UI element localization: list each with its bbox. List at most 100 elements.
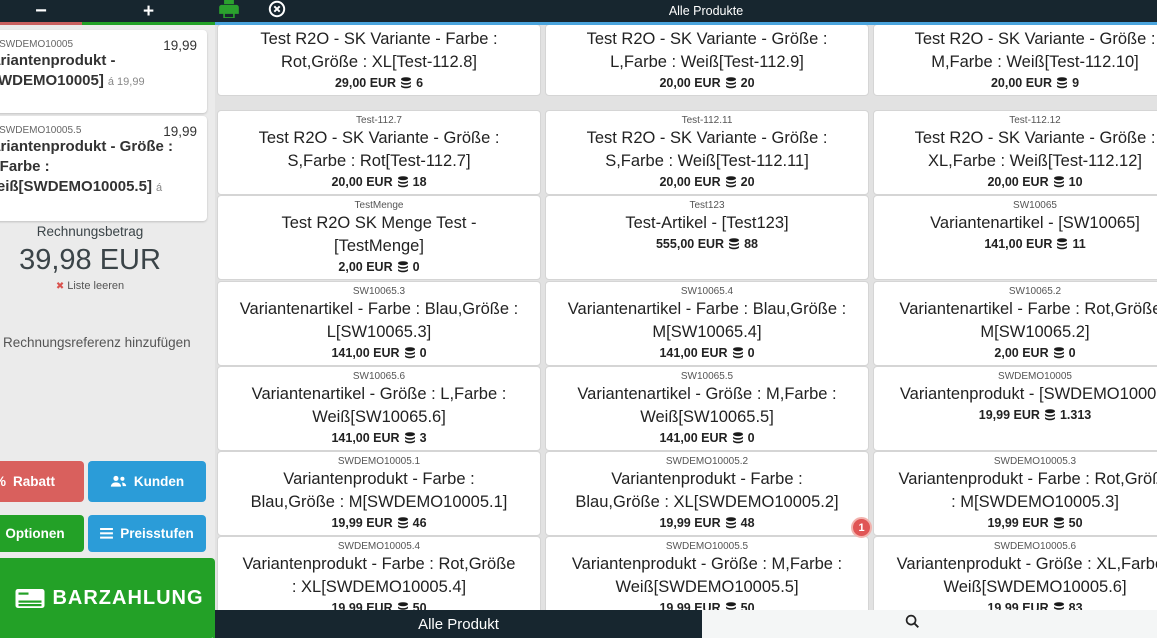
search-tab[interactable] [702, 610, 1157, 638]
product-code: SW10065.6 [352, 371, 406, 382]
product-code: SW10065.5 [680, 371, 734, 382]
stock-icon [1053, 175, 1065, 189]
product-title: Variantenartikel - Farbe : Rot,Größe : [899, 300, 1157, 318]
product-tile[interactable]: SWDEMO10005.2 Variantenprodukt - Farbe :… [545, 451, 869, 536]
product-tile[interactable]: Test R2O - SK Variante - Größe : L,Farbe… [545, 25, 869, 96]
strip-blue [215, 22, 1157, 25]
product-tile[interactable]: SW10065.5 Variantenartikel - Größe : M,F… [545, 366, 869, 451]
product-title: Test R2O SK Menge Test - [281, 214, 477, 232]
cart-item-price: 19,99 [163, 124, 197, 139]
product-price-stock: 19,99 EUR 48 [659, 516, 755, 530]
stock-icon [1056, 237, 1068, 251]
product-code: Test-112.11 [681, 115, 733, 126]
options-button[interactable]: Optionen [0, 515, 84, 552]
product-title: Blau,Größe : XL[SWDEMO10005.2] [575, 493, 839, 511]
product-tile[interactable]: SW10065.2 Variantenartikel - Farbe : Rot… [873, 281, 1157, 366]
product-tile[interactable]: Test R2O - SK Variante - Größe : M,Farbe… [873, 25, 1157, 96]
product-title: [TestMenge] [334, 237, 424, 255]
product-title: Variantenprodukt - Farbe : [611, 470, 803, 488]
remove-register-tab-button[interactable]: − [35, 0, 47, 22]
product-title: Variantenartikel - Farbe : Blau,Größe : [239, 300, 519, 318]
product-tile[interactable]: SW10065.3 Variantenartikel - Farbe : Bla… [217, 281, 541, 366]
product-price-stock: 19,99 EUR 50 [224, 599, 534, 610]
add-invoice-reference-button[interactable]: Rechnungsreferenz hinzufügen [3, 335, 191, 350]
clear-x-icon: ✖ [55, 281, 65, 292]
product-grid: Test R2O - SK Variante - Farbe : Rot,Grö… [215, 25, 1157, 610]
add-register-tab-button[interactable]: + [142, 0, 155, 22]
product-tile[interactable]: SW10065.6 Variantenartikel - Größe : L,F… [217, 366, 541, 451]
product-tile[interactable]: SW10065.4 Variantenartikel - Farbe : Bla… [545, 281, 869, 366]
product-tile[interactable]: Test-112.11 Test R2O - SK Variante - Grö… [545, 110, 869, 195]
product-price-stock: 19,99 EUR 1.313 [978, 408, 1092, 422]
cart-item-code: 1 x SWDEMO10005.5 [0, 125, 82, 136]
product-tile[interactable]: Test-112.7 Test R2O - SK Variante - Größ… [217, 110, 541, 195]
cart-panel: 1 x SWDEMO10005 19,99 Variantenprodukt -… [0, 25, 215, 638]
grid-row: SWDEMO10005.4 Variantenprodukt - Farbe :… [215, 517, 1157, 610]
customers-button[interactable]: Kunden [88, 461, 206, 502]
product-price-stock: 141,00 EUR 11 [984, 237, 1086, 251]
cash-payment-button[interactable]: BARZAHLUNG [0, 558, 215, 638]
percent-icon: % [0, 474, 6, 489]
product-tile[interactable]: SWDEMO10005 Variantenprodukt - [SWDEMO10… [873, 366, 1157, 451]
product-tile[interactable]: SWDEMO10005.6 Variantenprodukt - Größe :… [873, 536, 1157, 610]
stock-icon [397, 175, 409, 189]
cash-button-edge [213, 610, 215, 638]
product-price-stock: 19,99 EUR 83 [880, 599, 1157, 610]
cart-item[interactable]: 1 x SWDEMO10005 19,99 Variantenprodukt -… [0, 30, 207, 113]
stock-icon [404, 431, 416, 445]
product-title: M[SW10065.2] [980, 323, 1090, 341]
product-title: Weiß[SW10065.5] [640, 408, 774, 426]
stock-icon [397, 260, 409, 274]
product-tile[interactable]: SWDEMO10005.4 Variantenprodukt - Farbe :… [217, 536, 541, 610]
product-price-stock: 2,00 EUR 0 [338, 260, 420, 274]
product-title: Variantenartikel - [SW10065] [930, 214, 1140, 232]
tab-indicator-strips [0, 22, 1157, 25]
discount-button[interactable]: % Rabatt [0, 461, 84, 502]
grid-row: Test-112.7 Test R2O - SK Variante - Größ… [215, 110, 1157, 195]
page-title: Alle Produkte [668, 4, 744, 18]
product-tile[interactable]: Test R2O - SK Variante - Farbe : Rot,Grö… [217, 25, 541, 96]
product-tile[interactable]: 1 SWDEMO10005.5 Variantenprodukt - Größe… [545, 517, 872, 610]
product-title: Test R2O - SK Variante - Größe : [258, 129, 500, 147]
product-title: Variantenprodukt - Farbe : [283, 470, 475, 488]
product-price-stock: 20,00 EUR 20 [659, 175, 755, 189]
product-title: Variantenprodukt - [SWDEMO10005] [899, 385, 1157, 403]
stock-icon [725, 516, 737, 530]
product-title: Test R2O - SK Variante - Größe : [586, 129, 828, 147]
product-price-stock: 555,00 EUR 88 [655, 237, 758, 251]
product-price-stock: 141,00 EUR 0 [659, 346, 755, 360]
product-title: L[SW10065.3] [326, 323, 432, 341]
product-group-tab-alle-produkt[interactable]: Alle Produkt [215, 610, 702, 638]
product-tile[interactable]: SWDEMO10005.1 Variantenprodukt - Farbe :… [217, 451, 541, 536]
product-price-stock: 2,00 EUR 0 [994, 346, 1076, 360]
product-title: Test R2O - SK Variante - Farbe : [260, 30, 498, 48]
product-tile[interactable]: TestMenge Test R2O SK Menge Test - [Test… [217, 195, 541, 280]
stock-icon [1044, 408, 1056, 422]
stock-icon [1053, 346, 1065, 360]
close-register-button[interactable] [262, 0, 292, 22]
close-circle-icon [268, 0, 286, 23]
product-title: XL,Farbe : Weiß[Test-112.12] [928, 152, 1142, 170]
top-bar: − + Alle Produkte [0, 0, 1157, 22]
clear-list-button[interactable]: ✖ Liste leeren [55, 280, 125, 292]
product-tile[interactable]: Test-112.12 Test R2O - SK Variante - Grö… [873, 110, 1157, 195]
product-title: Variantenartikel - Farbe : Blau,Größe : [567, 300, 847, 318]
print-button[interactable] [214, 0, 244, 22]
users-icon [110, 475, 127, 488]
price-levels-button[interactable]: Preisstufen [88, 515, 206, 552]
strip-red [0, 22, 82, 25]
product-price-stock: 19,99 EUR 50 [987, 516, 1083, 530]
stock-icon [400, 76, 412, 90]
product-tile[interactable]: SWDEMO10005.3 Variantenprodukt - Farbe :… [873, 451, 1157, 536]
printer-icon [219, 0, 239, 23]
product-tile[interactable]: Test123 Test-Artikel - [Test123] 555,00 … [545, 195, 869, 280]
cart-item[interactable]: 1 x SWDEMO10005.5 19,99 Variantenprodukt… [0, 116, 207, 221]
product-price-stock: 20,00 EUR 10 [987, 175, 1083, 189]
cart-item-name-line: Variantenprodukt - Größe : [0, 138, 174, 155]
bottom-bar: Alle Produkt [215, 610, 1157, 638]
product-tile[interactable]: SW10065 Variantenartikel - [SW10065] 141… [873, 195, 1157, 280]
product-title: S,Farbe : Rot[Test-112.7] [287, 152, 471, 170]
cart-item-name-line: Variantenprodukt - [0, 52, 116, 69]
grid-row: SWDEMO10005.1 Variantenprodukt - Farbe :… [215, 451, 1157, 536]
cart-item-name-line: [SWDEMO10005]á 19,99 [0, 72, 145, 89]
